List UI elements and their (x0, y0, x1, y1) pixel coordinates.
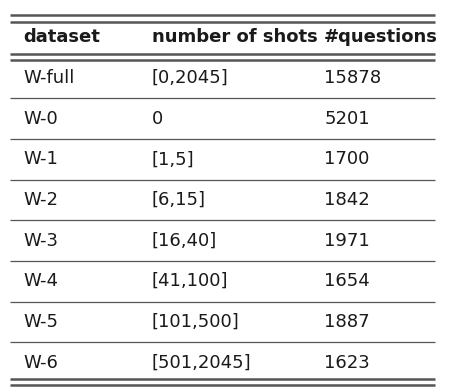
Text: [1,5]: [1,5] (152, 150, 195, 168)
Text: 15878: 15878 (324, 69, 381, 87)
Text: [6,15]: [6,15] (152, 191, 206, 209)
Text: 0: 0 (152, 110, 163, 127)
Text: 1842: 1842 (324, 191, 370, 209)
Text: [501,2045]: [501,2045] (152, 354, 251, 372)
Text: dataset: dataset (24, 28, 100, 46)
Text: 1971: 1971 (324, 232, 370, 250)
Text: W-2: W-2 (24, 191, 59, 209)
Text: W-6: W-6 (24, 354, 58, 372)
Text: W-1: W-1 (24, 150, 58, 168)
Text: 1887: 1887 (324, 313, 370, 331)
Text: [16,40]: [16,40] (152, 232, 217, 250)
Text: W-full: W-full (24, 69, 75, 87)
Text: [101,500]: [101,500] (152, 313, 239, 331)
Text: W-0: W-0 (24, 110, 58, 127)
Text: [41,100]: [41,100] (152, 272, 228, 290)
Text: W-4: W-4 (24, 272, 59, 290)
Text: W-3: W-3 (24, 232, 59, 250)
Text: 5201: 5201 (324, 110, 370, 127)
Text: 1623: 1623 (324, 354, 370, 372)
Text: number of shots: number of shots (152, 28, 317, 46)
Text: 1700: 1700 (324, 150, 370, 168)
Text: #questions: #questions (324, 28, 438, 46)
Text: W-5: W-5 (24, 313, 59, 331)
Text: [0,2045]: [0,2045] (152, 69, 228, 87)
Text: 1654: 1654 (324, 272, 370, 290)
